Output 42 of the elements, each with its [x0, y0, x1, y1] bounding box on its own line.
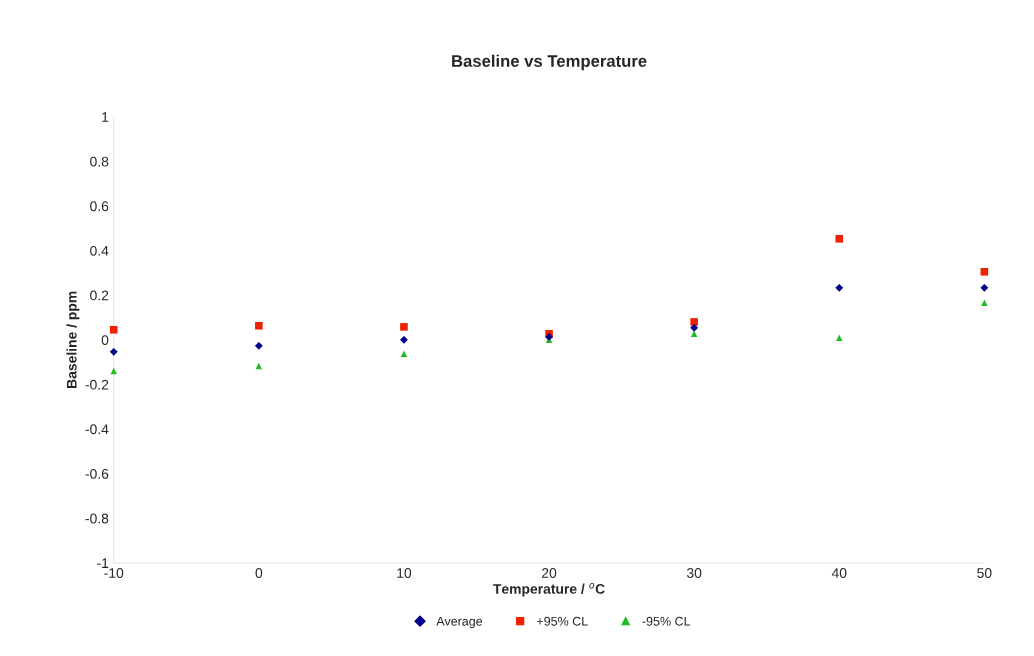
point	[690, 330, 698, 338]
point	[109, 325, 118, 334]
y-tick-label: 0	[101, 335, 109, 345]
x-tick-label: 20	[542, 568, 557, 578]
y-tick-label: -0.8	[85, 513, 109, 524]
x-tick-label: 0	[255, 568, 263, 578]
x-tick-label: 50	[977, 568, 992, 578]
point	[400, 323, 408, 331]
point	[109, 347, 118, 356]
chart-title: Baseline vs Temperature	[452, 54, 647, 71]
point	[255, 321, 263, 330]
x-tick-label: 40	[831, 568, 847, 578]
y-tick-label: 1	[102, 112, 109, 122]
x-tick-label: 10	[397, 568, 412, 578]
point	[836, 334, 843, 342]
point	[835, 234, 844, 243]
point	[255, 362, 263, 370]
y-tick-label: 0.6	[90, 201, 109, 212]
point	[690, 318, 698, 326]
y-tick-label: 0.8	[90, 156, 109, 167]
legend-label: +95% CL	[537, 616, 588, 626]
x-tick-label: -10	[104, 568, 124, 578]
y-tick-label: -0.6	[85, 468, 109, 479]
y-axis-title: Baseline / ppm	[66, 291, 80, 388]
point	[254, 341, 263, 350]
point	[980, 267, 989, 276]
legend-label: Average	[436, 616, 483, 629]
point	[110, 367, 117, 375]
x-axis-title: Temperature / $^{o}$C	[493, 582, 605, 597]
point	[690, 323, 699, 332]
point	[400, 350, 408, 358]
y-tick-label: -1	[97, 558, 109, 568]
point	[980, 283, 989, 292]
point	[835, 283, 844, 292]
point	[981, 299, 988, 307]
legend-label: -95% CL	[642, 616, 691, 626]
y-tick-label: -0.2	[85, 379, 109, 390]
y-tick-label: 0.2	[90, 290, 109, 301]
x-tick-label: 30	[686, 568, 702, 578]
point	[400, 335, 408, 344]
y-tick-label: -0.4	[85, 424, 109, 435]
y-tick-label: 0.4	[90, 245, 109, 256]
